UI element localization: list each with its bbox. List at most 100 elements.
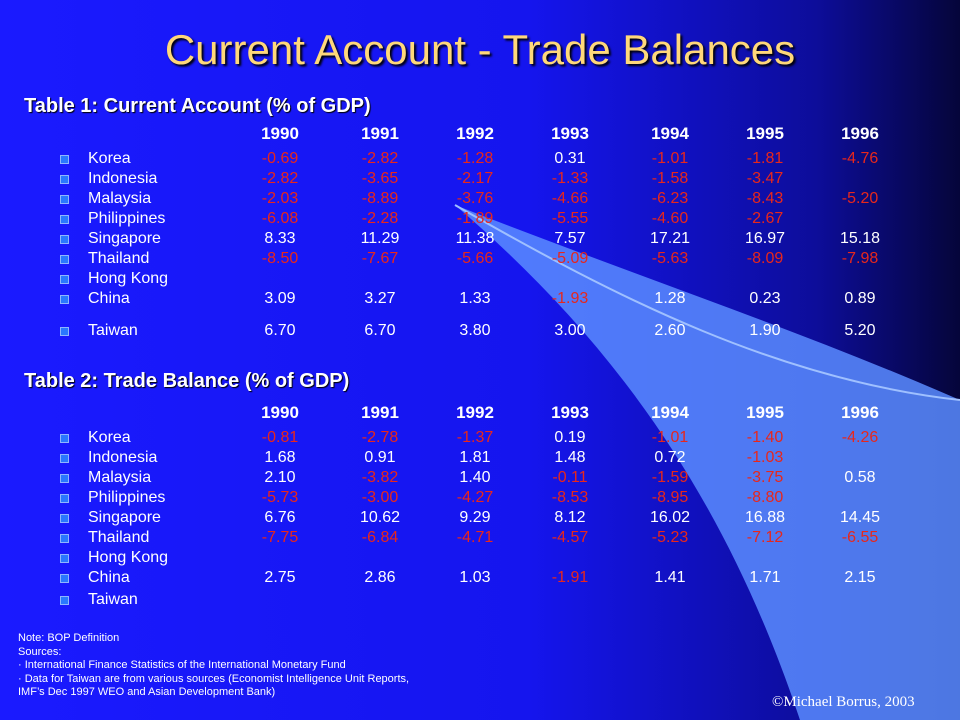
table-cell: 10.62	[359, 509, 401, 526]
table-cell: 7.57	[554, 230, 586, 247]
country-label: Thailand	[88, 250, 150, 267]
table-cell: -7.98	[841, 250, 879, 267]
table-cell: 6.70	[264, 322, 296, 339]
table-cell: -4.60	[651, 210, 689, 227]
country-label: Philippines	[88, 210, 166, 227]
table1-title: Table 1: Current Account (% of GDP)	[24, 95, 371, 117]
table-cell: -4.27	[456, 489, 494, 506]
table-cell: 8.12	[554, 509, 586, 526]
table-row: Malaysia 2.10 -3.82 1.40 -0.11 -1.59 -3.75 0.58	[0, 468, 960, 488]
table-cell: -1.81	[746, 150, 784, 167]
table-cell: -8.80	[746, 489, 784, 506]
table-row: Indonesia -2.82 -3.65 -2.17 -1.33 -1.58 -3.47	[0, 169, 960, 189]
table-cell: -8.09	[746, 250, 784, 267]
table-cell: 2.86	[364, 569, 396, 586]
table-row: Korea -0.69 -2.82 -1.28 0.31 -1.01 -1.81 -4.76	[0, 149, 960, 169]
table-cell: -7.75	[261, 529, 299, 546]
table-cell: 16.97	[744, 230, 786, 247]
bullet-icon	[60, 255, 69, 264]
note-line: Note: BOP Definition	[18, 632, 120, 644]
year-label: 1996	[841, 124, 879, 143]
table-cell: 2.75	[264, 569, 296, 586]
table-cell: -6.55	[841, 529, 879, 546]
table-cell: 0.89	[844, 290, 876, 307]
table-cell: 0.19	[554, 429, 586, 446]
table-cell: -1.58	[651, 170, 689, 187]
table-cell: -5.23	[651, 529, 689, 546]
table2-title: Table 2: Trade Balance (% of GDP)	[24, 370, 350, 392]
note-line: · International Finance Statistics of th…	[18, 659, 346, 672]
table-row: Indonesia 1.68 0.91 1.81 1.48 0.72 -1.03	[0, 448, 960, 468]
table-row: China 2.75 2.86 1.03 -1.91 1.41 1.71 2.15	[0, 568, 960, 588]
country-label: Taiwan	[88, 322, 138, 339]
table-row: Taiwan	[0, 590, 960, 610]
bullet-icon	[60, 235, 69, 244]
bullet-icon	[60, 514, 69, 523]
table-row: Singapore 8.33 11.29 11.38 7.57 17.21 16.97 15.…	[0, 229, 960, 249]
year-label: 1992	[456, 124, 494, 143]
table-cell: 3.00	[554, 322, 586, 339]
table-cell: -3.65	[361, 170, 399, 187]
country-label: China	[88, 290, 130, 307]
bullet-icon	[60, 434, 69, 443]
table-row: Singapore 6.76 10.62 9.29 8.12 16.02 16.88 14.4…	[0, 508, 960, 528]
table-cell: 5.20	[844, 322, 876, 339]
table-cell: -6.84	[361, 529, 399, 546]
table-cell: 0.31	[554, 150, 586, 167]
table-cell: -8.95	[651, 489, 689, 506]
table-row: Thailand -8.50 -7.67 -5.66 -5.09 -5.63 -8.09 -7…	[0, 249, 960, 269]
table-row: Taiwan 6.70 6.70 3.80 3.00 2.60 1.90 5.20	[0, 321, 960, 341]
copyright: ©Michael Borrus, 2003	[772, 694, 915, 710]
country-label: Indonesia	[88, 170, 158, 187]
table-cell: -1.59	[651, 469, 689, 486]
table-cell: -4.66	[551, 190, 589, 207]
table-cell: -6.23	[651, 190, 689, 207]
table-cell: -8.43	[746, 190, 784, 207]
table-cell: 0.58	[844, 469, 876, 486]
year-label: 1990	[261, 403, 299, 422]
table-cell: 6.76	[264, 509, 296, 526]
table-cell: -5.63	[651, 250, 689, 267]
table-cell: -2.78	[361, 429, 399, 446]
bullet-icon	[60, 215, 69, 224]
year-label: 1991	[361, 124, 399, 143]
table-cell: -1.40	[746, 429, 784, 446]
table-cell: -3.76	[456, 190, 494, 207]
table-cell: -4.76	[841, 150, 879, 167]
note-line: · Data for Taiwan are from various sourc…	[18, 672, 410, 685]
table-cell: 1.28	[654, 290, 686, 307]
table-cell: -4.71	[456, 529, 494, 546]
table-cell: -2.82	[361, 150, 399, 167]
table-cell: -2.28	[361, 210, 399, 227]
table-cell: 0.23	[749, 290, 781, 307]
table-row: China 3.09 3.27 1.33 -1.93 1.28 0.23 0.89	[0, 289, 960, 309]
table-cell: -3.00	[361, 489, 399, 506]
table-row: Philippines -6.08 -2.28 -1.89 -5.55 -4.60 -2.6…	[0, 209, 960, 229]
table-cell: -1.89	[456, 210, 494, 227]
table-cell: -8.53	[551, 489, 589, 506]
table-cell: 1.68	[264, 449, 296, 466]
table-cell: -5.55	[551, 210, 589, 227]
table-cell: 6.70	[364, 322, 396, 339]
table-cell: 1.48	[554, 449, 586, 466]
table-cell: 1.41	[654, 569, 686, 586]
table-cell: -3.47	[746, 170, 784, 187]
table-cell: -4.26	[841, 429, 879, 446]
table-cell: -2.03	[261, 190, 299, 207]
table-cell: 1.03	[459, 569, 491, 586]
table-row: Hong Kong	[0, 269, 960, 289]
bullet-icon	[60, 155, 69, 164]
bullet-icon	[60, 295, 69, 304]
table-cell: -8.50	[261, 250, 299, 267]
table-cell: 11.38	[455, 230, 495, 247]
table-cell: -1.01	[651, 150, 689, 167]
table-cell: 1.33	[459, 290, 491, 307]
year-label: 1994	[651, 403, 689, 422]
country-label: Singapore	[88, 230, 161, 247]
country-label: Hong Kong	[88, 270, 169, 287]
table-cell: -3.75	[746, 469, 784, 486]
country-label: Indonesia	[88, 449, 158, 466]
table-row: Korea -0.81 -2.78 -1.37 0.19 -1.01 -1.40 -4.26	[0, 428, 960, 448]
table-cell: 2.60	[654, 322, 686, 339]
table-cell: 11.29	[360, 230, 400, 247]
